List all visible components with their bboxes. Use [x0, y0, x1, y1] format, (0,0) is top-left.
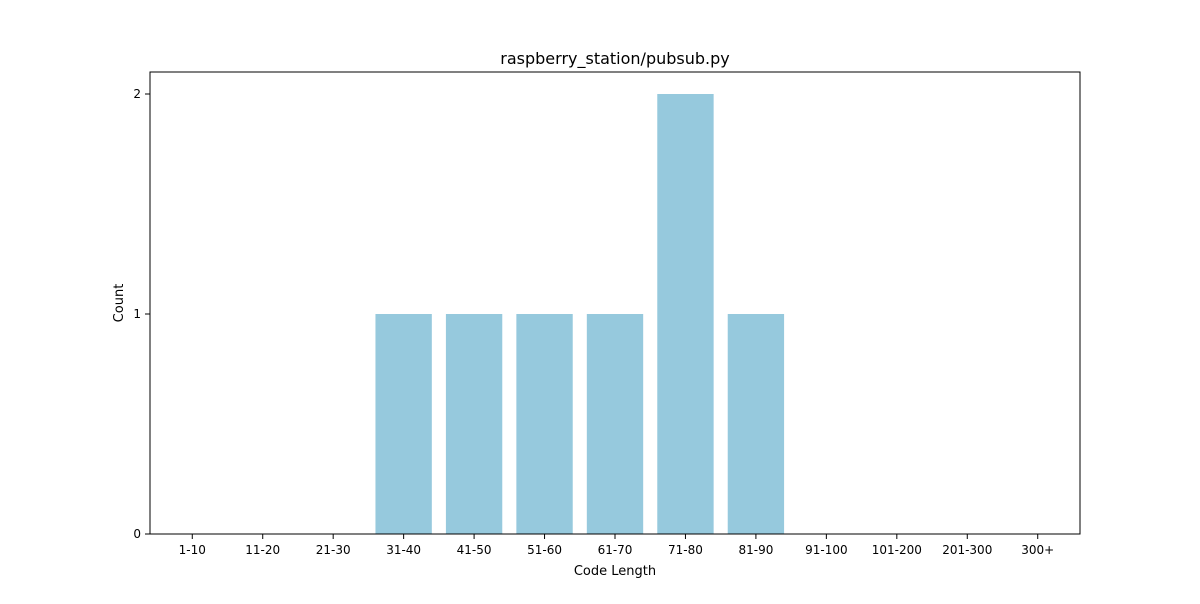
x-tick-label: 101-200 — [872, 543, 922, 557]
x-tick-label: 11-20 — [245, 543, 280, 557]
x-axis-label: Code Length — [574, 564, 656, 579]
bar-71-80 — [657, 94, 714, 534]
y-tick-label: 2 — [133, 87, 141, 101]
chart-title: raspberry_station/pubsub.py — [500, 49, 729, 69]
x-tick-label: 1-10 — [179, 543, 206, 557]
x-axis-ticks: 1-10 11-20 21-30 31-40 41-50 51-60 61-70 71-80 8… — [179, 534, 1054, 557]
y-axis-ticks: 0 1 2 — [133, 87, 150, 541]
x-tick-label: 31-40 — [386, 543, 421, 557]
x-tick-label: 81-90 — [738, 543, 773, 557]
x-tick-label: 201-300 — [942, 543, 992, 557]
x-tick-label: 51-60 — [527, 543, 562, 557]
y-axis-label: Count — [112, 284, 127, 323]
x-tick-label: 61-70 — [598, 543, 633, 557]
y-tick-label: 0 — [133, 527, 141, 541]
bar-31-40 — [375, 314, 432, 534]
x-tick-label: 91-100 — [805, 543, 848, 557]
bar-41-50 — [445, 314, 503, 534]
x-tick-label: 21-30 — [316, 543, 351, 557]
bar-51-60 — [516, 314, 573, 534]
bar-81-90 — [727, 314, 785, 534]
x-tick-label: 71-80 — [668, 543, 703, 557]
x-tick-label: 41-50 — [457, 543, 492, 557]
bars-layer — [375, 94, 785, 534]
x-tick-label: 300+ — [1021, 543, 1054, 557]
y-tick-label: 1 — [133, 307, 141, 321]
bar-61-70 — [586, 314, 644, 534]
